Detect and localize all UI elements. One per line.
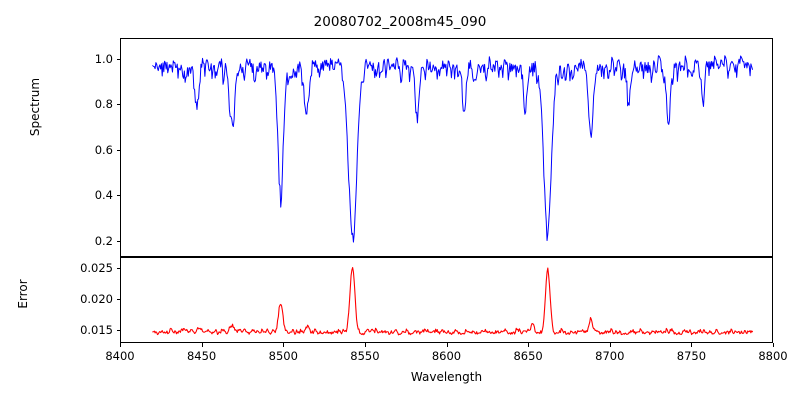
xtick-label: 8800 (758, 349, 788, 363)
spectrum-ytick-label: 0.8 (94, 97, 113, 112)
spectrum-ytick-label: 0.2 (94, 234, 113, 248)
spectrum-ytick-mark (116, 149, 120, 151)
error-line-series (152, 267, 754, 336)
xtick-mark (609, 343, 611, 347)
xtick-label: 8500 (268, 349, 298, 363)
spectrum-ytick-mark (116, 241, 120, 243)
error-ytick-mark (116, 329, 120, 331)
xtick-label: 8550 (350, 349, 380, 363)
error-plot-panel (120, 257, 773, 343)
spectrum-line-series (152, 55, 753, 243)
xtick-mark (201, 343, 203, 347)
error-ytick-label: 0.015 (80, 322, 113, 337)
xtick-mark (446, 343, 448, 347)
error-ytick-label: 0.020 (80, 291, 113, 306)
xtick-label: 8750 (676, 349, 707, 363)
xtick-label: 8450 (186, 349, 217, 363)
spectrum-ytick-mark (116, 104, 120, 106)
error-ytick-mark (116, 298, 120, 300)
xtick-label: 8600 (431, 349, 462, 363)
xtick-mark (364, 343, 366, 347)
xtick-mark (120, 343, 122, 347)
spectrum-ytick-mark (116, 195, 120, 197)
xtick-label: 8400 (105, 349, 135, 363)
spectrum-ytick-mark (116, 58, 120, 60)
xtick-mark (528, 343, 530, 347)
error-ytick-mark (116, 268, 120, 270)
spectrum-ytick-label: 0.4 (94, 188, 113, 203)
error-ytick-label: 0.025 (80, 261, 113, 276)
spectrum-ytick-label: 0.6 (94, 142, 113, 157)
xtick-mark (691, 343, 693, 347)
spectrum-ytick-label: 1.0 (94, 51, 113, 66)
xtick-mark (283, 343, 285, 347)
xtick-mark (773, 343, 775, 347)
spectrum-plot-panel (120, 38, 773, 257)
page-title: 20080702_2008m45_090 (313, 14, 487, 30)
xtick-label: 8700 (595, 349, 625, 363)
x-axis-label: Wavelength (410, 370, 483, 384)
xtick-label: 8650 (513, 349, 543, 363)
